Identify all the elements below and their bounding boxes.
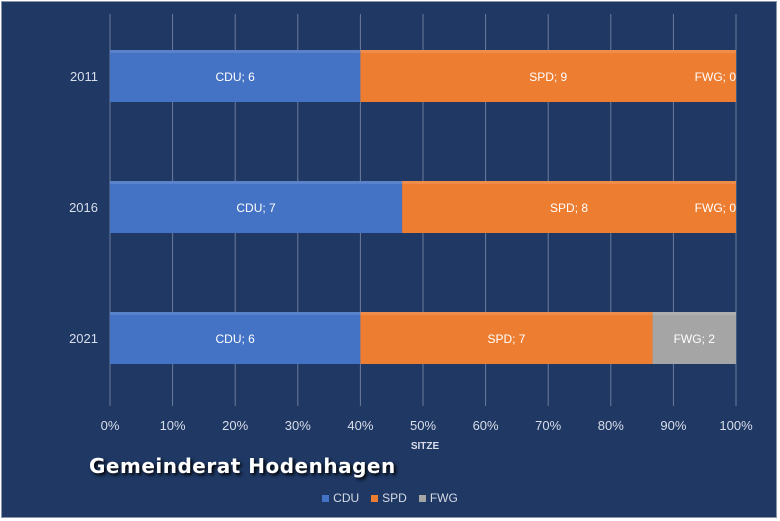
data-label: SPD; 7: [487, 332, 525, 346]
legend-item: FWG: [418, 491, 458, 505]
category-label: 2011: [70, 69, 98, 84]
legend-label: SPD: [382, 491, 407, 505]
bar-segment: [360, 50, 736, 102]
x-tick-label: 30%: [285, 418, 311, 433]
data-label: SPD; 8: [550, 201, 588, 215]
bar-highlight: [360, 312, 653, 315]
x-tick-label: 90%: [660, 418, 686, 433]
chart-title: Gemeinderat Hodenhagen: [89, 454, 396, 478]
bar-segment: [110, 50, 361, 102]
x-tick-label: 50%: [410, 418, 436, 433]
x-tick-label: 80%: [598, 418, 624, 433]
legend-swatch: [418, 494, 426, 502]
data-label: SPD; 9: [529, 70, 567, 84]
bar-highlight: [110, 181, 403, 184]
legend-label: FWG: [429, 491, 458, 505]
x-tick-label: 0%: [101, 418, 120, 433]
x-tick-label: 60%: [473, 418, 499, 433]
bar-highlight: [652, 312, 736, 315]
legend-swatch: [322, 494, 330, 502]
x-tick-label: 100%: [719, 418, 753, 433]
legend-swatch: [371, 494, 379, 502]
x-tick-label: 10%: [160, 418, 186, 433]
bar-segment: [652, 312, 736, 364]
bar-highlight: [110, 312, 361, 315]
x-tick-label: 40%: [347, 418, 373, 433]
data-label: FWG; 0: [695, 70, 737, 84]
x-tick-label: 20%: [222, 418, 248, 433]
bar-segment: [360, 312, 653, 364]
bar-segment: [110, 312, 361, 364]
data-label: CDU; 7: [236, 201, 276, 215]
data-label: FWG; 0: [695, 201, 737, 215]
data-label: FWG; 2: [674, 332, 716, 346]
legend-item: SPD: [371, 491, 407, 505]
bar-highlight: [402, 181, 736, 184]
legend-item: CDU: [322, 491, 359, 505]
bar-segment: [402, 181, 736, 233]
bar-highlight: [110, 50, 361, 53]
category-label: 2016: [69, 200, 98, 215]
x-tick-label: 70%: [535, 418, 561, 433]
bar-segment: [110, 181, 403, 233]
chart-legend: CDU SPD FWG: [2, 491, 776, 505]
data-label: CDU; 6: [216, 332, 256, 346]
bar-highlight: [360, 50, 736, 53]
category-label: 2021: [69, 331, 98, 346]
legend-label: CDU: [333, 491, 360, 505]
data-label: CDU; 6: [216, 70, 256, 84]
x-axis-title: SITZE: [411, 441, 440, 452]
